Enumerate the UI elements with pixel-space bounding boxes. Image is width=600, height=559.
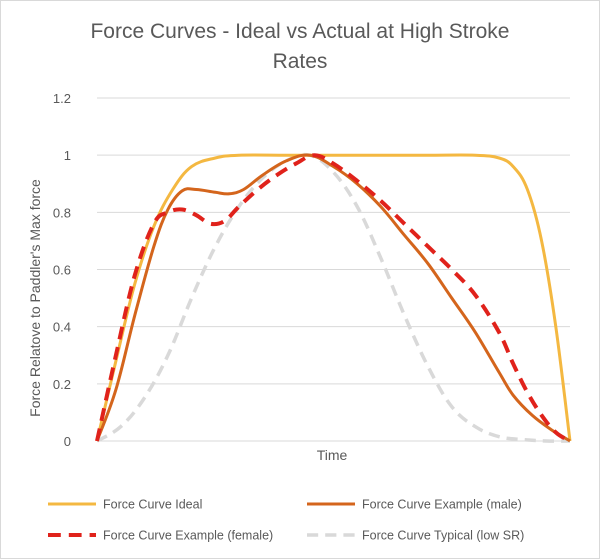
- series-line-0: [95, 153, 572, 442]
- series-lines: [95, 152, 572, 443]
- gridlines: [97, 97, 570, 385]
- series-line-2: [95, 153, 571, 443]
- legend-label-3: Force Curve Typical (low SR): [362, 529, 524, 543]
- legend-label-2: Force Curve Example (female): [103, 529, 273, 543]
- series-line-1: [95, 153, 571, 443]
- legend-label-1: Force Curve Example (male): [362, 498, 522, 512]
- y-tick-label-6: 1.2: [53, 91, 71, 106]
- chart-title-line-1: Force Curves - Ideal vs Actual at High S…: [90, 20, 509, 43]
- y-tick-label-4: 0.8: [53, 205, 71, 220]
- x-axis-label: Time: [317, 447, 348, 463]
- y-tick-label-5: 1: [64, 148, 71, 163]
- y-tick-label-2: 0.4: [53, 320, 71, 335]
- y-axis-ticks: 0 0.2 0.4 0.6 0.8 1 1.2: [53, 91, 71, 449]
- y-tick-label-1: 0.2: [53, 377, 71, 392]
- chart-title-line-2: Rates: [273, 50, 328, 73]
- y-axis-label: Force Relatove to Paddler's Max force: [27, 179, 43, 417]
- legend: Force Curve Ideal Force Curve Example (ma…: [48, 498, 524, 543]
- y-tick-label-3: 0.6: [53, 263, 71, 278]
- y-tick-label-0: 0: [64, 434, 71, 449]
- series-line-3: [96, 152, 571, 443]
- legend-label-0: Force Curve Ideal: [103, 498, 202, 512]
